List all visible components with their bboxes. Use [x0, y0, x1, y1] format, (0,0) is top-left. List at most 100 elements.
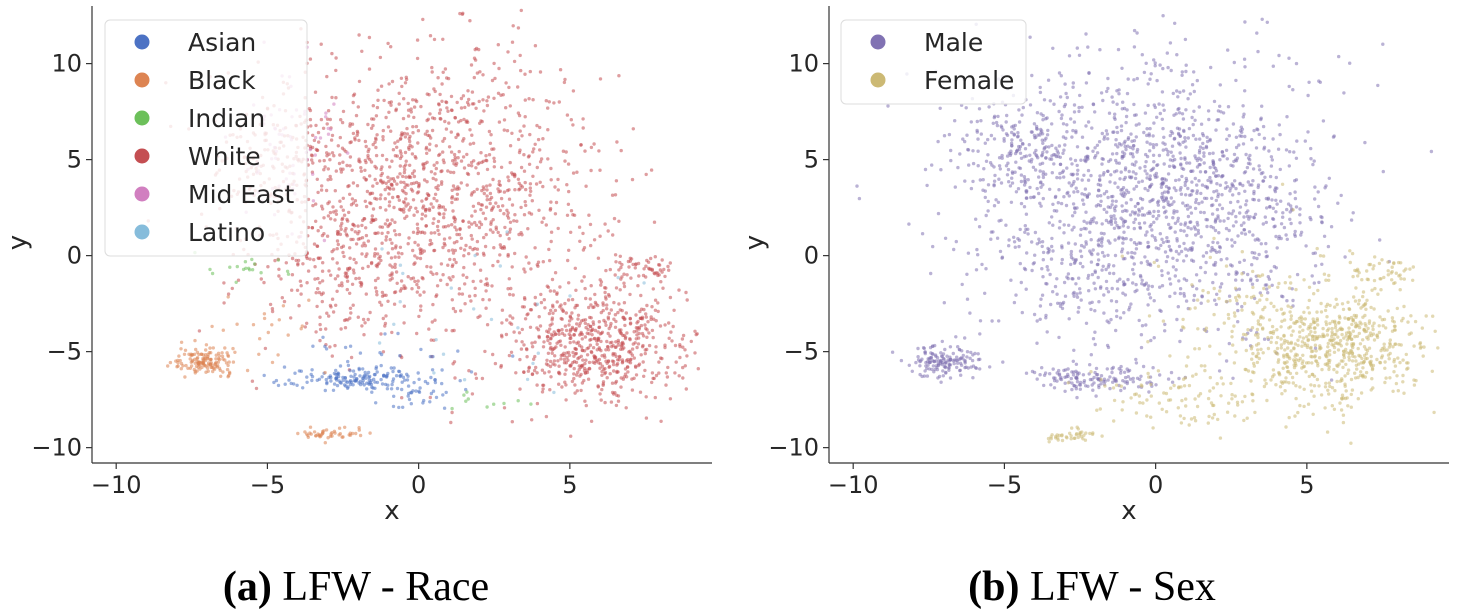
scatter-point	[1153, 238, 1158, 242]
scatter-point	[628, 361, 633, 365]
scatter-point	[920, 357, 924, 361]
scatter-point	[445, 282, 449, 287]
scatter-point	[563, 372, 567, 376]
scatter-point	[1289, 333, 1294, 337]
scatter-point	[544, 414, 549, 419]
scatter-point	[568, 315, 573, 319]
scatter-point	[1066, 374, 1070, 379]
scatter-point	[1214, 217, 1218, 221]
scatter-point	[480, 188, 484, 193]
scatter-point	[616, 343, 620, 347]
scatter-point	[957, 347, 961, 352]
scatter-point	[341, 160, 345, 164]
scatter-point	[971, 179, 975, 184]
scatter-point	[890, 350, 895, 354]
scatter-point	[672, 308, 676, 312]
scatter-point	[508, 321, 512, 325]
scatter-point	[1038, 90, 1043, 95]
scatter-point	[447, 249, 451, 253]
scatter-point	[947, 132, 952, 137]
scatter-point	[1125, 108, 1129, 112]
scatter-point	[341, 208, 345, 212]
scatter-point	[1100, 244, 1104, 248]
scatter-point	[1039, 127, 1043, 132]
scatter-point	[1336, 201, 1340, 205]
scatter-point	[969, 120, 973, 124]
scatter-point	[1140, 278, 1144, 282]
scatter-point	[1105, 89, 1109, 94]
scatter-point	[477, 225, 482, 230]
scatter-point	[443, 208, 447, 212]
scatter-point	[482, 109, 486, 113]
scatter-point	[436, 187, 440, 191]
scatter-point	[1114, 204, 1118, 208]
scatter-point	[590, 333, 594, 337]
scatter-point	[1110, 199, 1115, 203]
scatter-point	[1201, 133, 1206, 138]
scatter-point	[1018, 151, 1023, 155]
scatter-point	[250, 268, 255, 272]
scatter-point	[1077, 53, 1082, 57]
scatter-point	[257, 352, 261, 356]
scatter-point	[623, 323, 627, 328]
scatter-point	[466, 397, 470, 401]
scatter-point	[1242, 258, 1247, 262]
scatter-point	[1349, 218, 1354, 222]
scatter-point	[1071, 128, 1075, 133]
scatter-point	[1271, 206, 1276, 210]
scatter-point	[1151, 143, 1156, 147]
scatter-point	[1023, 147, 1028, 151]
scatter-point	[1126, 77, 1130, 81]
scatter-point	[1215, 182, 1219, 186]
scatter-point	[589, 284, 593, 288]
scatter-point	[584, 325, 588, 330]
scatter-point	[472, 75, 476, 80]
scatter-point	[1211, 280, 1215, 285]
scatter-point	[467, 252, 471, 256]
scatter-point	[1248, 153, 1252, 158]
scatter-point	[612, 300, 616, 305]
scatter-point	[349, 311, 353, 315]
scatter-point	[1096, 239, 1101, 243]
scatter-point	[450, 406, 454, 411]
scatter-point	[931, 352, 935, 356]
scatter-point	[508, 160, 512, 165]
scatter-point	[598, 234, 602, 238]
scatter-point	[1161, 126, 1165, 131]
scatter-point	[400, 188, 405, 193]
scatter-point	[386, 383, 390, 387]
scatter-point	[463, 282, 467, 286]
scatter-point	[296, 258, 301, 263]
scatter-point	[1038, 317, 1042, 321]
scatter-point	[234, 280, 238, 284]
scatter-point	[362, 241, 366, 245]
scatter-point	[293, 371, 297, 375]
scatter-point	[1250, 183, 1254, 187]
scatter-point	[1082, 202, 1086, 206]
scatter-point	[465, 171, 470, 176]
scatter-point	[417, 377, 421, 381]
scatter-point	[1140, 179, 1145, 183]
scatter-point	[1242, 171, 1247, 175]
scatter-point	[966, 366, 970, 370]
scatter-point	[262, 316, 267, 321]
scatter-point	[280, 296, 284, 300]
scatter-point	[1146, 262, 1150, 267]
scatter-point	[1178, 151, 1182, 155]
scatter-point	[466, 89, 470, 93]
scatter-point	[1112, 214, 1116, 218]
scatter-point	[458, 227, 462, 232]
scatter-point	[1182, 291, 1186, 296]
scatter-point	[350, 197, 355, 201]
scatter-point	[326, 178, 330, 182]
scatter-point	[1131, 380, 1136, 384]
scatter-point	[334, 212, 339, 216]
scatter-point	[364, 226, 368, 230]
scatter-point	[1099, 240, 1104, 245]
scatter-point	[1146, 303, 1150, 307]
scatter-point	[356, 105, 360, 109]
scatter-point	[1113, 220, 1118, 225]
scatter-point	[1260, 104, 1264, 108]
scatter-point	[1084, 321, 1089, 325]
scatter-point	[1234, 159, 1239, 163]
